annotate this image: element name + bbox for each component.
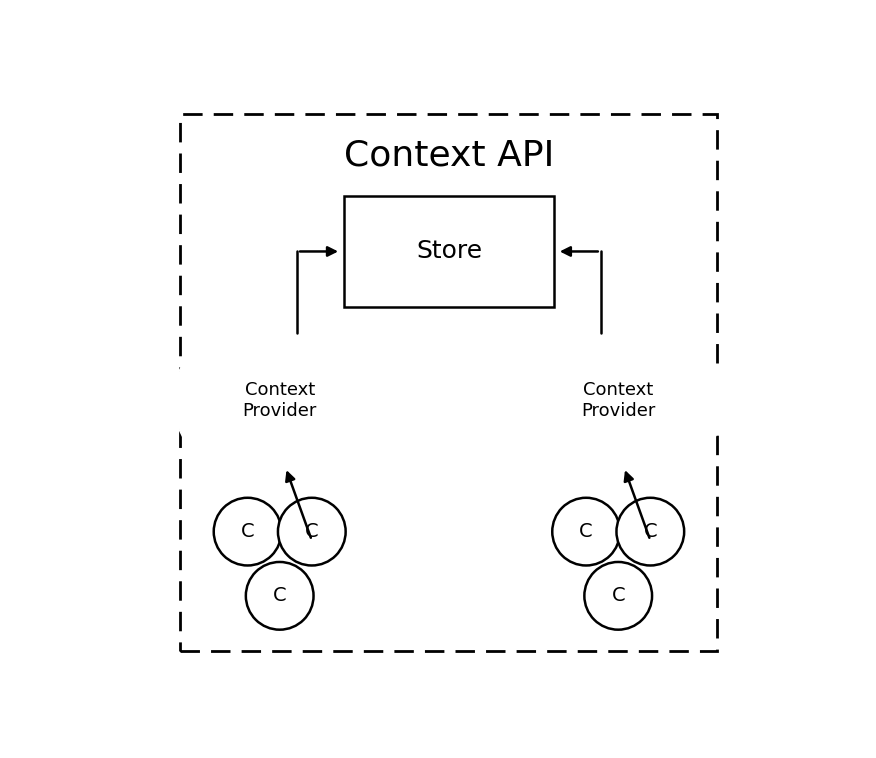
Text: C: C <box>611 587 625 606</box>
Circle shape <box>617 498 684 565</box>
Circle shape <box>646 381 690 425</box>
Circle shape <box>628 404 673 449</box>
Circle shape <box>208 381 252 425</box>
Text: C: C <box>305 522 319 541</box>
Circle shape <box>290 404 334 449</box>
Text: Store: Store <box>416 240 482 264</box>
Circle shape <box>564 404 608 449</box>
Circle shape <box>251 346 307 402</box>
Circle shape <box>214 498 281 565</box>
Circle shape <box>584 562 652 630</box>
Text: Context API: Context API <box>343 138 555 172</box>
Circle shape <box>246 562 314 630</box>
Text: Context
Provider: Context Provider <box>581 381 655 420</box>
Circle shape <box>547 381 590 425</box>
Circle shape <box>278 498 346 565</box>
Circle shape <box>307 381 351 425</box>
Circle shape <box>625 356 675 404</box>
Circle shape <box>590 346 646 402</box>
Bar <box>344 196 554 307</box>
Ellipse shape <box>196 336 364 465</box>
Circle shape <box>223 356 272 404</box>
Text: C: C <box>644 522 657 541</box>
Circle shape <box>225 404 270 449</box>
Text: C: C <box>241 522 254 541</box>
Circle shape <box>597 412 639 453</box>
Ellipse shape <box>534 336 702 465</box>
Ellipse shape <box>512 311 724 490</box>
Text: Context
Provider: Context Provider <box>243 381 317 420</box>
Circle shape <box>258 412 300 453</box>
Circle shape <box>562 356 611 404</box>
Text: C: C <box>273 587 286 606</box>
Circle shape <box>287 356 336 404</box>
Ellipse shape <box>173 311 386 490</box>
Text: C: C <box>579 522 593 541</box>
Circle shape <box>552 498 620 565</box>
